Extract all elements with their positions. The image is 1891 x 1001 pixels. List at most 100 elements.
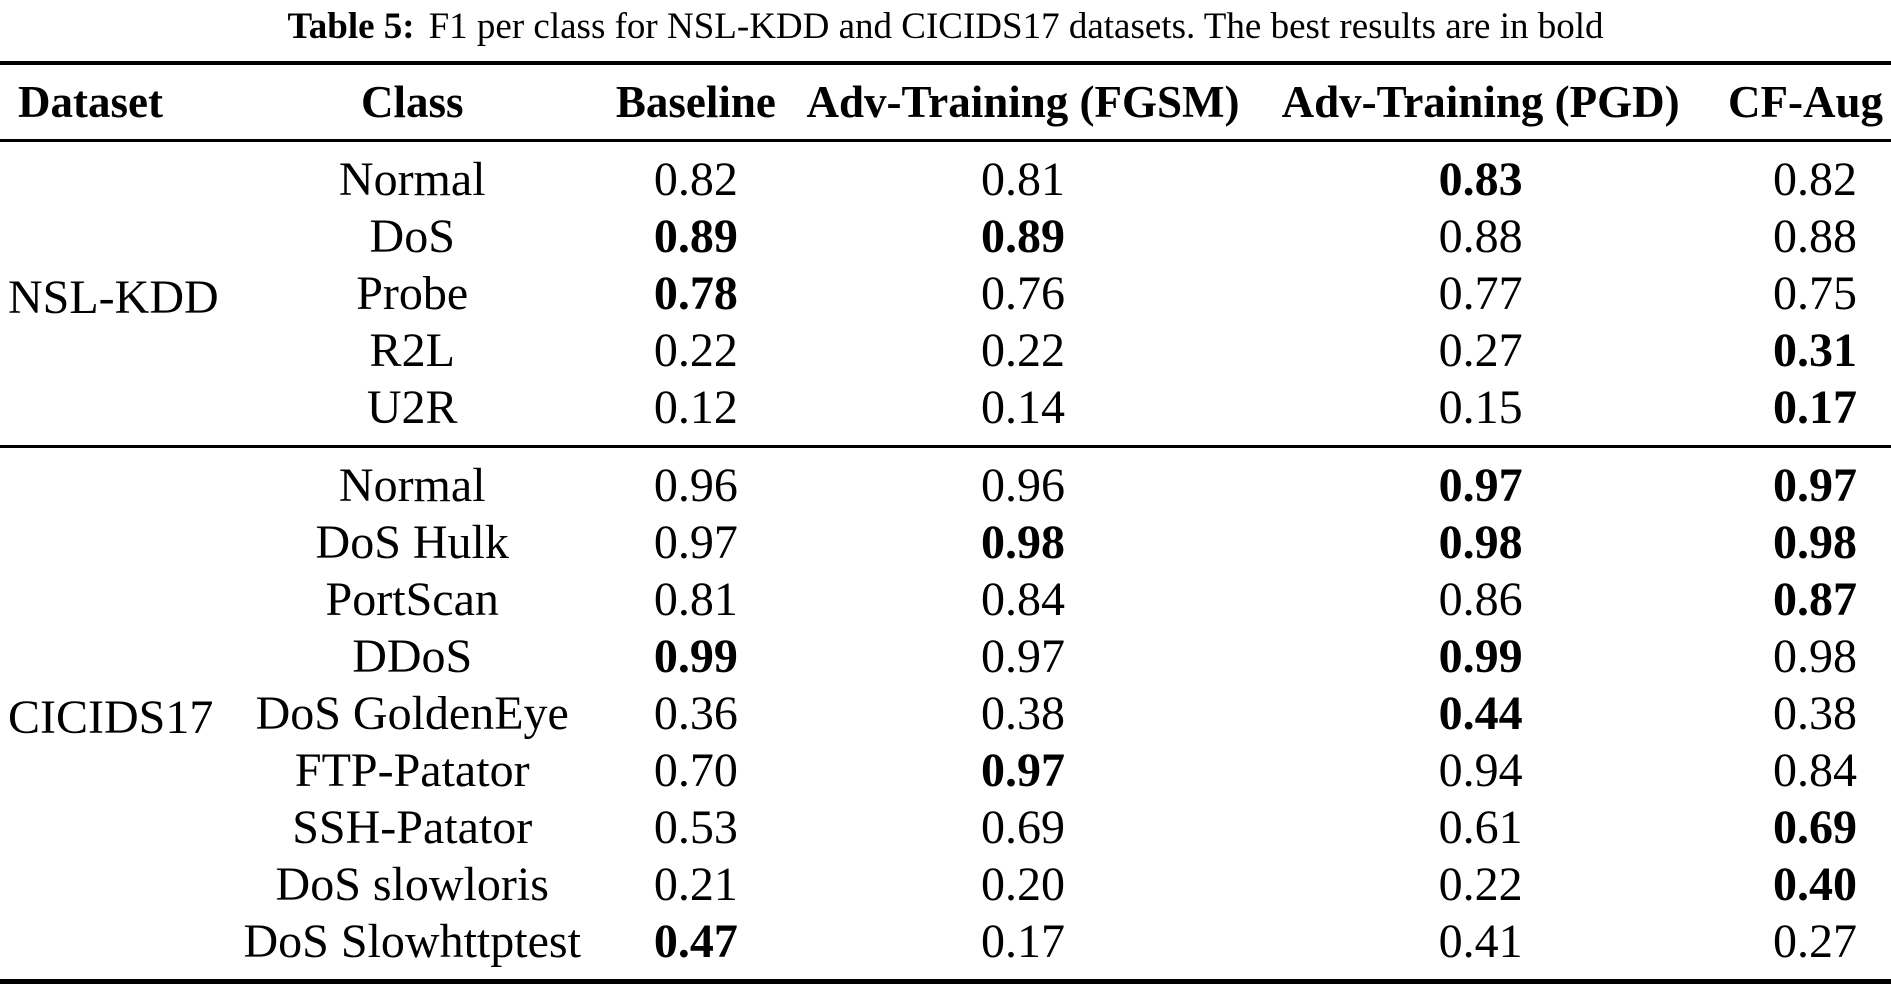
table-header: Dataset Class Baseline Adv-Training (FGS… xyxy=(0,63,1891,142)
value-cell: 0.12 xyxy=(653,380,738,434)
value-cell: 0.98 xyxy=(1773,515,1857,569)
value-cell: 0.78 xyxy=(653,266,738,320)
value-cell: 0.77 xyxy=(1438,266,1523,320)
value-cell: 0.98 xyxy=(1773,629,1857,683)
value-cell: 0.89 xyxy=(981,209,1065,263)
value-cell: 0.76 xyxy=(981,266,1065,320)
value-cell: 0.97 xyxy=(653,515,738,569)
value-cell: 0.82 xyxy=(653,152,738,206)
value-cell: 0.89 xyxy=(653,209,738,263)
value-cell: 0.87 xyxy=(1773,572,1857,626)
class-cell: FTP-Patator xyxy=(294,743,530,797)
value-cell: 0.47 xyxy=(653,914,738,968)
table-caption-text: F1 per class for NSL-KDD and CICIDS17 da… xyxy=(428,6,1604,47)
table-row: FTP-Patator 0.70 0.97 0.94 0.84 xyxy=(0,742,1891,799)
class-cell: Probe xyxy=(356,266,469,320)
value-cell: 0.27 xyxy=(1438,323,1523,377)
value-cell: 0.20 xyxy=(981,857,1065,911)
table-row: PortScan 0.81 0.84 0.86 0.87 xyxy=(0,571,1891,628)
table-row: DDoS 0.99 0.97 0.99 0.98 xyxy=(0,628,1891,685)
value-cell: 0.44 xyxy=(1438,686,1523,740)
value-cell: 0.70 xyxy=(653,743,738,797)
class-cell: U2R xyxy=(366,380,458,434)
value-cell: 0.81 xyxy=(981,152,1065,206)
value-cell: 0.88 xyxy=(1438,209,1523,263)
table-row: CICIDS17 Normal 0.96 0.96 0.97 0.97 xyxy=(0,446,1891,745)
value-cell: 0.96 xyxy=(653,458,738,512)
class-cell: Normal xyxy=(338,458,486,512)
value-cell: 0.22 xyxy=(981,323,1065,377)
class-cell: DoS GoldenEye xyxy=(255,686,569,740)
table-group-cicids17: CICIDS17 Normal 0.96 0.96 0.97 0.97 DoS Hulk 0.… xyxy=(0,446,1891,981)
header-row: Dataset Class Baseline Adv-Training (FGS… xyxy=(0,63,1891,142)
value-cell: 0.31 xyxy=(1773,323,1857,377)
value-cell: 0.27 xyxy=(1773,914,1857,968)
value-cell: 0.22 xyxy=(653,323,738,377)
table-row: U2R 0.12 0.14 0.15 0.17 xyxy=(0,379,1891,447)
value-cell: 0.83 xyxy=(1438,152,1523,206)
column-header-class: Class xyxy=(219,63,606,142)
value-cell: 0.40 xyxy=(1773,857,1857,911)
value-cell: 0.14 xyxy=(981,380,1065,434)
class-cell: R2L xyxy=(369,323,455,377)
value-cell: 0.61 xyxy=(1438,800,1523,854)
table-row: DoS GoldenEye 0.36 0.38 0.44 0.38 xyxy=(0,685,1891,742)
value-cell: 0.36 xyxy=(653,686,738,740)
table-row: DoS slowloris 0.21 0.20 0.22 0.40 xyxy=(0,856,1891,913)
value-cell: 0.69 xyxy=(981,800,1065,854)
value-cell: 0.98 xyxy=(1438,515,1523,569)
value-cell: 0.41 xyxy=(1438,914,1523,968)
column-header-cf-aug: CF-Aug xyxy=(1701,63,1891,142)
value-cell: 0.53 xyxy=(653,800,738,854)
value-cell: 0.75 xyxy=(1773,266,1857,320)
value-cell: 0.82 xyxy=(1773,152,1857,206)
class-cell: DDoS xyxy=(352,629,473,683)
column-header-dataset: Dataset xyxy=(0,63,220,142)
class-cell: PortScan xyxy=(325,572,499,626)
class-cell: DoS slowloris xyxy=(275,857,549,911)
value-cell: 0.94 xyxy=(1438,743,1523,797)
value-cell: 0.22 xyxy=(1438,857,1523,911)
value-cell: 0.15 xyxy=(1438,380,1523,434)
value-cell: 0.38 xyxy=(981,686,1065,740)
value-cell: 0.97 xyxy=(981,743,1065,797)
class-cell: DoS Slowhttptest xyxy=(243,914,581,968)
table-row: SSH-Patator 0.53 0.69 0.61 0.69 xyxy=(0,799,1891,856)
value-cell: 0.17 xyxy=(981,914,1065,968)
table-row: DoS Slowhttptest 0.47 0.17 0.41 0.27 xyxy=(0,913,1891,982)
table-row: DoS Hulk 0.97 0.98 0.98 0.98 xyxy=(0,514,1891,571)
table-row: Probe 0.78 0.76 0.77 0.75 xyxy=(0,265,1891,322)
table-row: NSL-KDD Normal 0.82 0.81 0.83 0.82 xyxy=(0,140,1891,325)
table-group-nsl-kdd: NSL-KDD Normal 0.82 0.81 0.83 0.82 DoS 0.89 0.89… xyxy=(0,140,1891,447)
table-caption-label: Table 5: xyxy=(287,6,415,47)
class-cell: Normal xyxy=(338,152,486,206)
value-cell: 0.97 xyxy=(981,629,1065,683)
value-cell: 0.99 xyxy=(653,629,738,683)
value-cell: 0.96 xyxy=(981,458,1065,512)
value-cell: 0.99 xyxy=(1438,629,1523,683)
value-cell: 0.69 xyxy=(1773,800,1857,854)
value-cell: 0.98 xyxy=(981,515,1065,569)
results-table: Dataset Class Baseline Adv-Training (FGS… xyxy=(0,61,1891,984)
class-cell: DoS Hulk xyxy=(315,515,509,569)
value-cell: 0.97 xyxy=(1773,458,1857,512)
column-header-adv-training-pgd: Adv-Training (PGD) xyxy=(1259,63,1702,142)
value-cell: 0.17 xyxy=(1773,380,1857,434)
class-cell: DoS xyxy=(369,209,455,263)
value-cell: 0.84 xyxy=(981,572,1065,626)
value-cell: 0.88 xyxy=(1773,209,1857,263)
value-cell: 0.97 xyxy=(1438,458,1523,512)
value-cell: 0.21 xyxy=(653,857,738,911)
value-cell: 0.38 xyxy=(1773,686,1857,740)
table-row: R2L 0.22 0.22 0.27 0.31 xyxy=(0,322,1891,379)
value-cell: 0.86 xyxy=(1438,572,1523,626)
value-cell: 0.84 xyxy=(1773,743,1857,797)
dataset-cell: NSL-KDD xyxy=(8,271,219,325)
column-header-adv-training-fgsm: Adv-Training (FGSM) xyxy=(786,63,1260,142)
dataset-cell: CICIDS17 xyxy=(8,691,214,745)
table-caption: Table 5: F1 per class for NSL-KDD and CIC… xyxy=(0,0,1891,61)
column-header-baseline: Baseline xyxy=(605,63,787,142)
class-cell: SSH-Patator xyxy=(292,800,533,854)
value-cell: 0.81 xyxy=(653,572,738,626)
